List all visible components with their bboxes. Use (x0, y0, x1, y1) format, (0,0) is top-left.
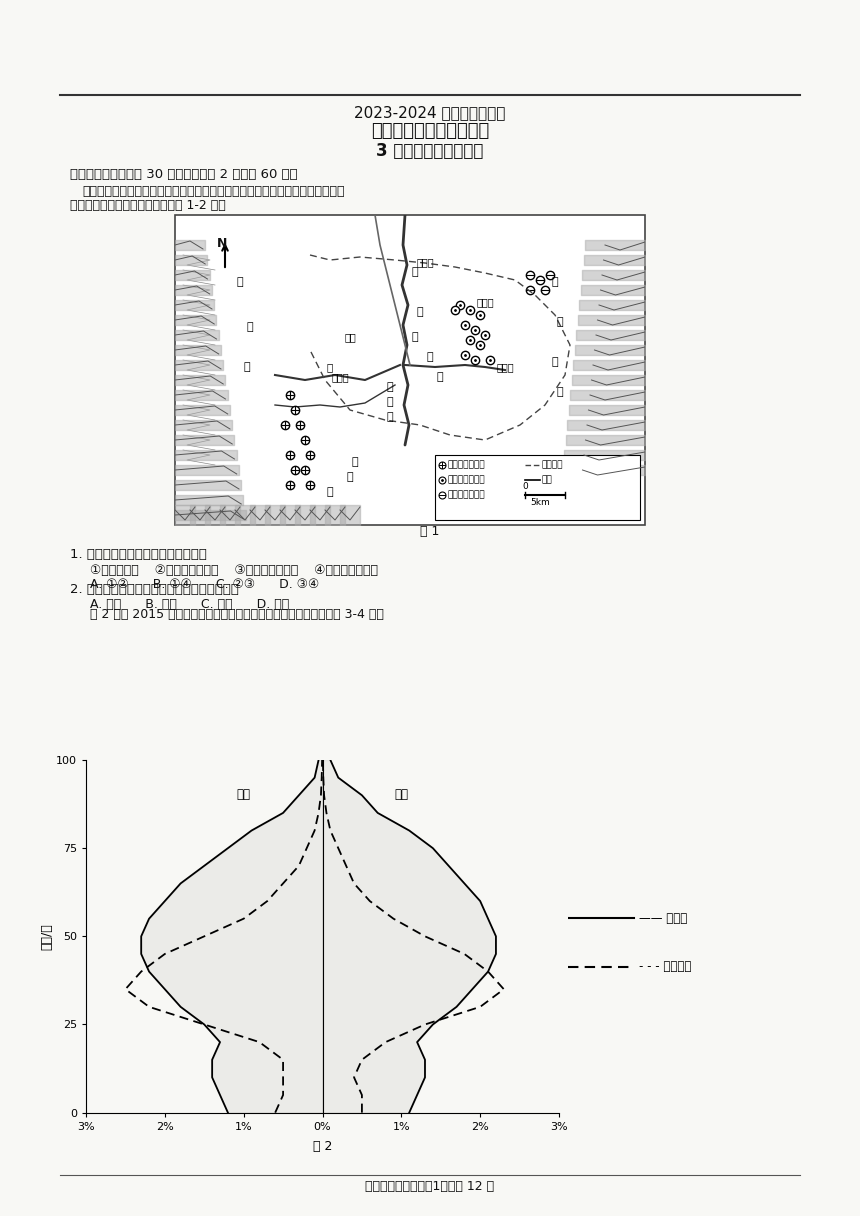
Text: 2. 影响该处旧石器时代人口分布的主要因素是: 2. 影响该处旧石器时代人口分布的主要因素是 (70, 582, 239, 596)
Text: 河: 河 (427, 351, 433, 362)
Text: 某校中学生赴河北阳原泥河湾地质遗址自然保护区野外实习。该保护区内有多处: 某校中学生赴河北阳原泥河湾地质遗址自然保护区野外实习。该保护区内有多处 (82, 185, 345, 198)
Text: 山: 山 (347, 472, 353, 482)
Text: 女性: 女性 (395, 788, 408, 801)
Text: ①分布较均匀    ②集中于盆地内部    ③主要沿河流分布    ④主要沿道路分布: ①分布较均匀 ②集中于盆地内部 ③主要沿河流分布 ④主要沿道路分布 (90, 564, 378, 578)
Text: 图 2 示意 2015 年欧盟境内欧盟籍和非欧盟籍的人口结构，据此完成 3-4 题。: 图 2 示意 2015 年欧盟境内欧盟籍和非欧盟籍的人口结构，据此完成 3-4 … (90, 608, 384, 621)
Text: 千: 千 (327, 362, 333, 372)
Text: 乐城: 乐城 (344, 332, 356, 342)
X-axis label: 图 2: 图 2 (313, 1141, 332, 1153)
Text: 道路: 道路 (542, 475, 553, 484)
Text: 耳: 耳 (247, 322, 254, 332)
Text: 北京市育才学校高一地理: 北京市育才学校高一地理 (371, 122, 489, 140)
Text: 盆地边界: 盆地边界 (542, 461, 563, 469)
Text: 1. 旧石器时代该地人口的分布特征是: 1. 旧石器时代该地人口的分布特征是 (70, 548, 207, 561)
Text: 0: 0 (522, 482, 528, 491)
Text: 凤: 凤 (551, 277, 558, 287)
Text: 旧石器时代古人类遗址。据此完成 1-2 题。: 旧石器时代古人类遗址。据此完成 1-2 题。 (70, 199, 225, 212)
Text: 熊: 熊 (237, 277, 243, 287)
Text: 山: 山 (417, 306, 423, 317)
Text: 泥: 泥 (387, 382, 393, 392)
Text: 湾: 湾 (387, 412, 393, 422)
Text: 旧石器早期遗址: 旧石器早期遗址 (448, 461, 486, 469)
Text: 山: 山 (551, 358, 558, 367)
Text: 河: 河 (412, 332, 418, 342)
Text: 山: 山 (412, 268, 418, 277)
Text: —— 欧盟籍: —— 欧盟籍 (640, 912, 688, 924)
Text: 马营堡: 马营堡 (331, 372, 349, 382)
Text: 5km: 5km (530, 499, 550, 507)
Bar (435, 455, 640, 520)
Text: 峪: 峪 (243, 362, 250, 372)
Text: 图 1: 图 1 (421, 525, 439, 537)
Text: 3 月月考试卷（选考）: 3 月月考试卷（选考） (377, 142, 483, 161)
Text: 梭: 梭 (352, 457, 359, 467)
Text: A. 地形      B. 水源      C. 交通      D. 聚落: A. 地形 B. 水源 C. 交通 D. 聚落 (90, 598, 289, 610)
Text: 北水泉: 北水泉 (496, 362, 513, 372)
Text: 旧石器中期遗址: 旧石器中期遗址 (448, 475, 486, 484)
Text: 男性: 男性 (237, 788, 250, 801)
Text: A. ①②      B. ①④      C. ②③      D. ③④: A. ①② B. ①④ C. ②③ D. ③④ (90, 578, 319, 591)
Text: 流: 流 (437, 372, 443, 382)
Bar (175, 215, 645, 525)
Text: 河: 河 (387, 396, 393, 407)
Text: 凰: 凰 (556, 317, 563, 327)
Text: 六: 六 (327, 486, 334, 497)
Text: 山: 山 (556, 387, 563, 396)
Text: N: N (217, 237, 227, 250)
Text: 大田洼: 大田洼 (476, 297, 494, 306)
Text: 旧石器晚期遗址: 旧石器晚期遗址 (448, 490, 486, 500)
Text: 化稍营: 化稍营 (416, 257, 433, 268)
Text: 一、单项选择题（共 30 小题，每小题 2 分，共 60 分）: 一、单项选择题（共 30 小题，每小题 2 分，共 60 分） (70, 168, 298, 181)
Y-axis label: 年龄/岁: 年龄/岁 (40, 923, 53, 950)
Text: 2023-2024 学年度第二学期: 2023-2024 学年度第二学期 (354, 105, 506, 120)
Text: - - - 非欧盟籍: - - - 非欧盟籍 (640, 961, 692, 973)
Text: 高一地理（选考）第1页，共 12 页: 高一地理（选考）第1页，共 12 页 (366, 1180, 494, 1193)
